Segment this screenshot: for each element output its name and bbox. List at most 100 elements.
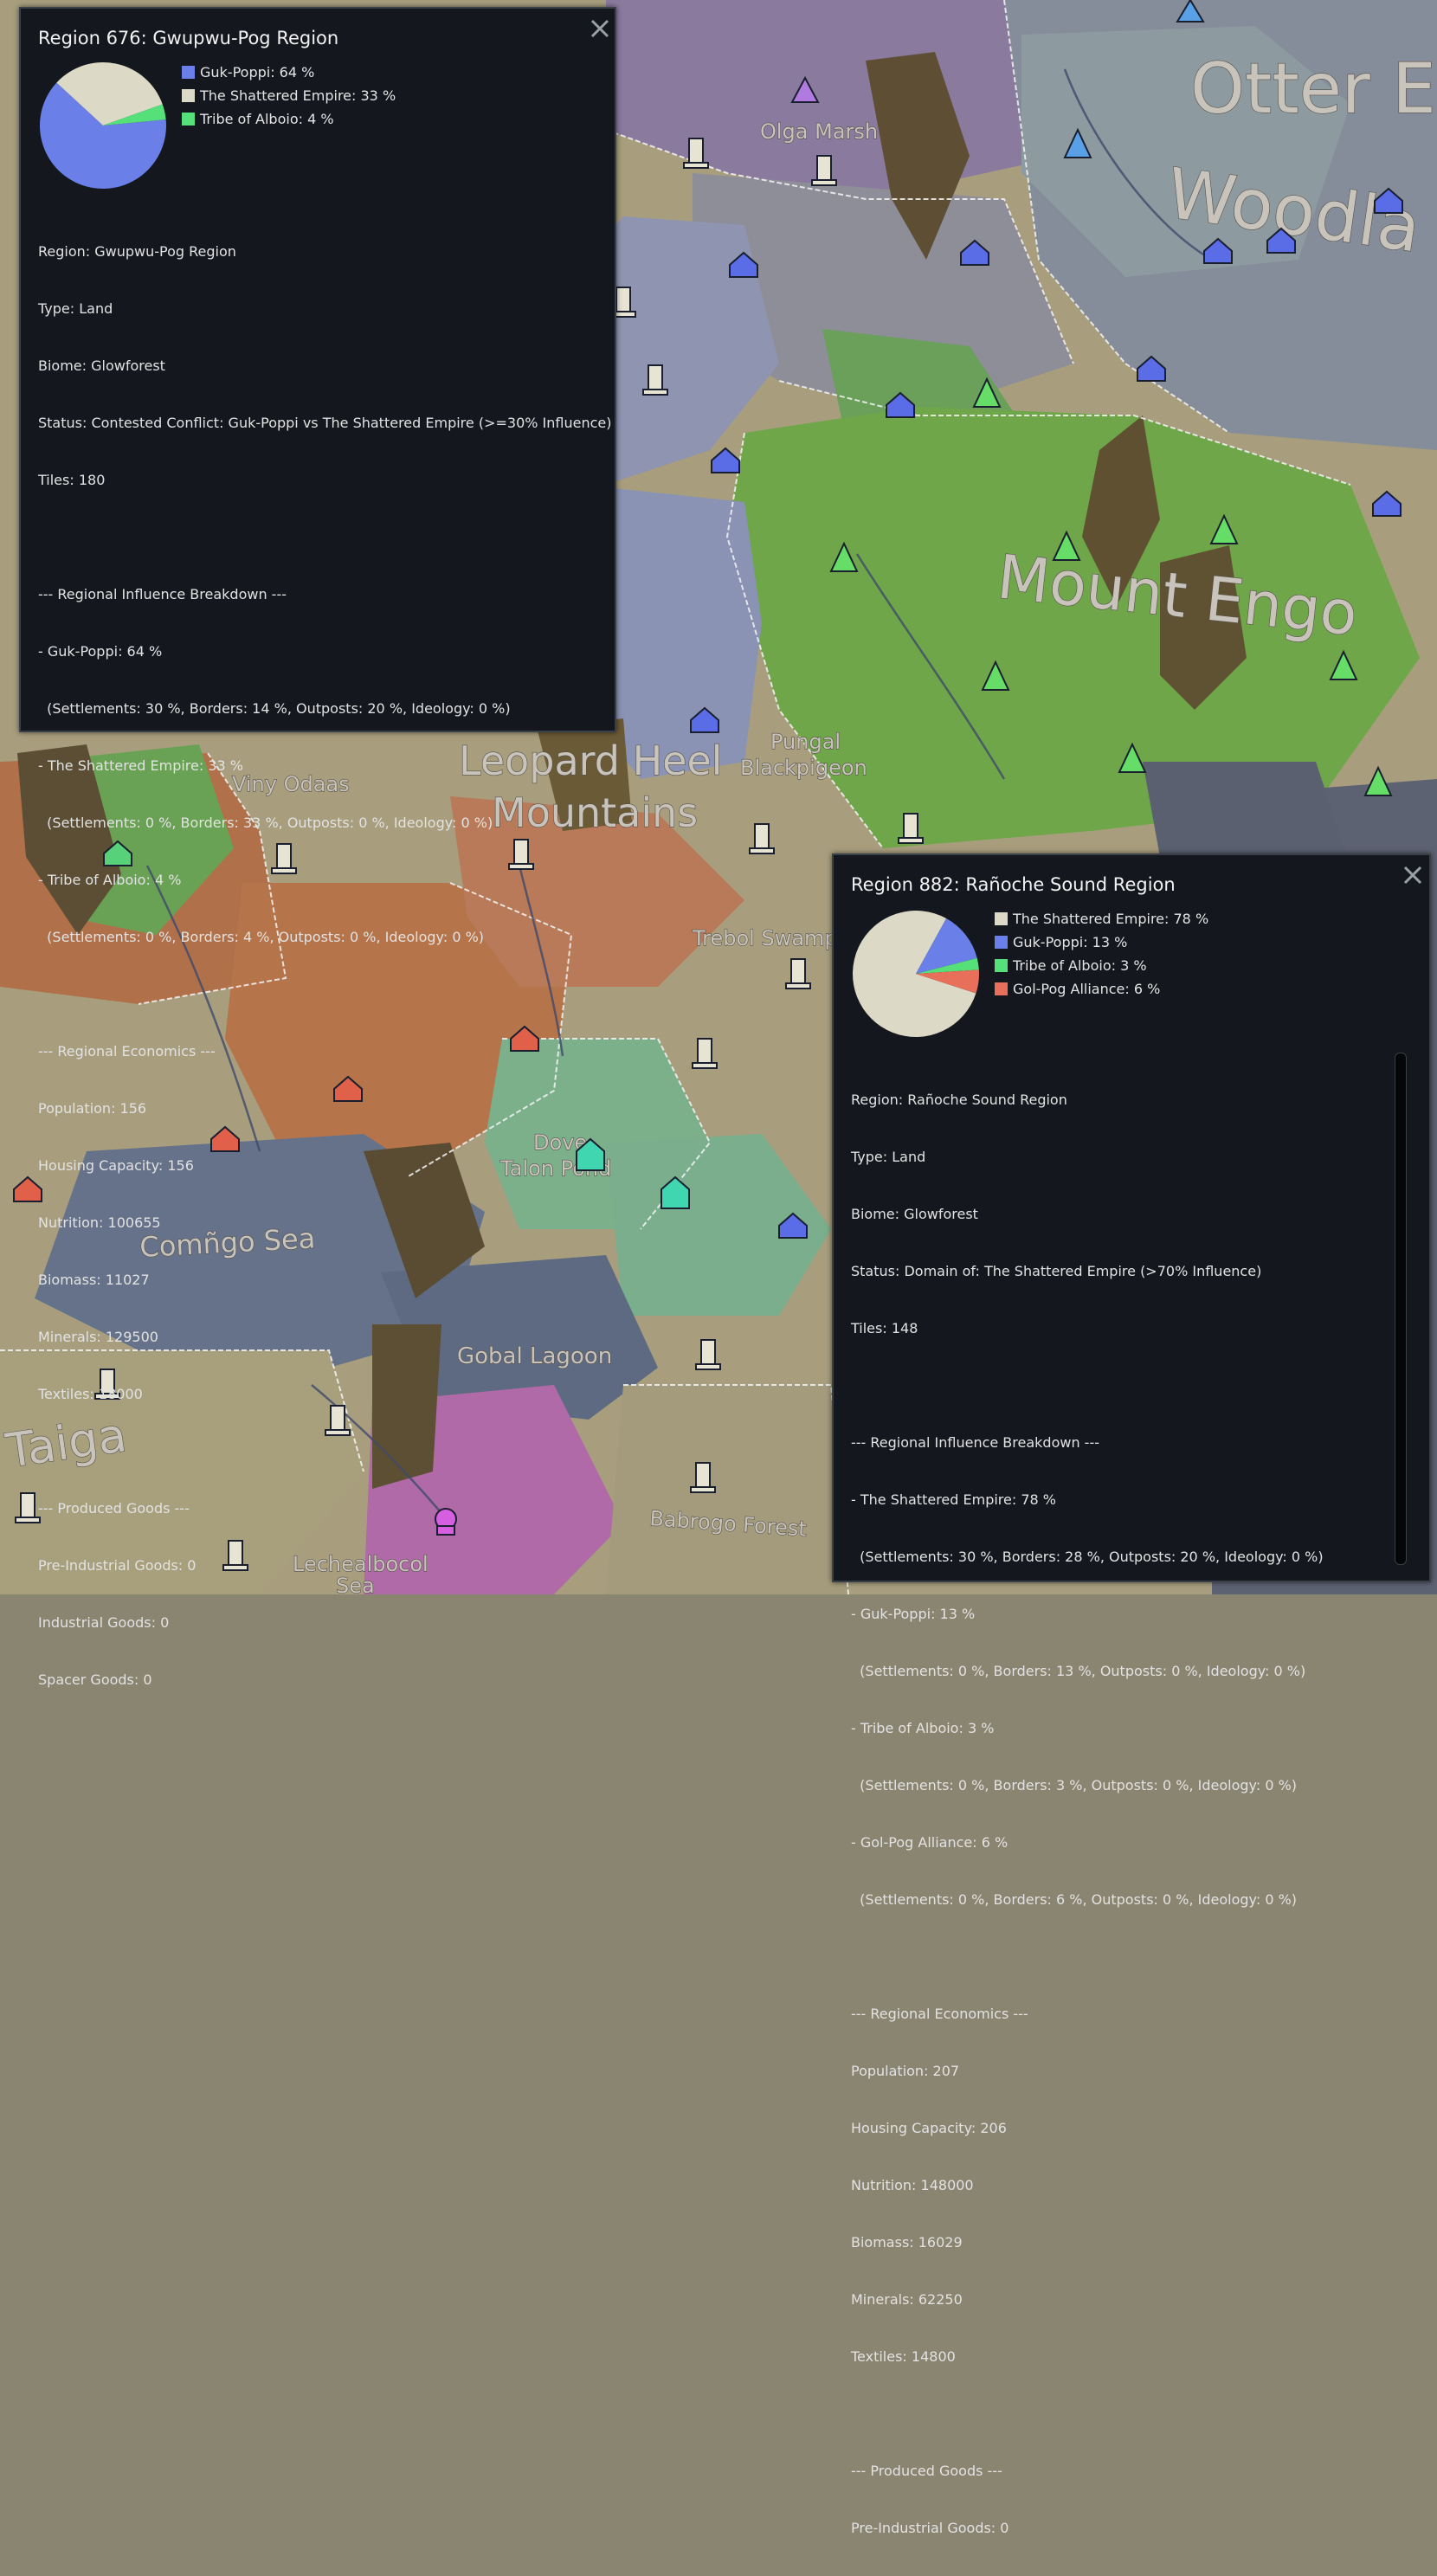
barn-icon[interactable] <box>778 1212 808 1239</box>
detail-line: --- Produced Goods --- <box>38 1500 190 1517</box>
pillar-icon[interactable] <box>692 1038 718 1069</box>
pillar-icon[interactable] <box>508 839 534 870</box>
close-icon[interactable] <box>1400 862 1426 888</box>
legend-swatch <box>182 66 195 79</box>
map-label: Pungal <box>770 730 841 754</box>
detail-line: --- Regional Economics --- <box>851 2006 1028 2022</box>
tent-icon[interactable] <box>1176 0 1205 23</box>
map-label: Blackpigeon <box>740 756 867 780</box>
region-details: Region: Rañoche Sound Region Type: Land … <box>851 1053 1324 2576</box>
tent-icon[interactable] <box>1118 742 1147 773</box>
map-label: Gobal Lagoon <box>457 1343 612 1369</box>
detail-line: --- Produced Goods --- <box>851 2463 1002 2479</box>
panel-title: Region 882: Rañoche Sound Region <box>851 874 1176 895</box>
map-labels: Olga Marsh Otter E Woodla Mount Engo Leo… <box>1 48 1436 1594</box>
barn-icon[interactable] <box>1266 227 1296 254</box>
legend-swatch <box>182 113 195 126</box>
legend-item: Gol-Pog Alliance: 6 % <box>995 977 1208 1001</box>
pillar-icon[interactable] <box>695 1339 721 1370</box>
barn-icon[interactable] <box>711 447 740 473</box>
legend-label: The Shattered Empire: 33 % <box>200 87 396 104</box>
pillar-icon[interactable] <box>94 1368 120 1400</box>
tent-icon[interactable] <box>1063 127 1092 158</box>
detail-line <box>38 528 611 547</box>
legend-item: The Shattered Empire: 33 % <box>182 84 396 107</box>
map-label: Viny Odaas <box>232 772 350 796</box>
detail-line: (Settlements: 0 %, Borders: 3 %, Outpost… <box>851 1777 1298 1794</box>
detail-line: Nutrition: 100655 <box>38 1214 161 1231</box>
pillar-icon[interactable] <box>785 958 811 989</box>
tent-icon[interactable] <box>1209 513 1239 544</box>
detail-line: Housing Capacity: 156 <box>38 1157 194 1174</box>
tent-icon[interactable] <box>829 541 859 572</box>
map-markers[interactable] <box>13 0 1403 1571</box>
pillar-icon[interactable] <box>683 138 709 169</box>
pillar-icon[interactable] <box>15 1492 41 1523</box>
tent-icon[interactable] <box>972 377 1002 408</box>
detail-line: - The Shattered Empire: 78 % <box>851 1491 1056 1508</box>
barn-icon[interactable] <box>886 391 915 418</box>
tent-icon[interactable] <box>1363 765 1393 796</box>
barn-icon[interactable] <box>13 1175 42 1202</box>
barn-icon[interactable] <box>690 706 719 733</box>
pillar-icon[interactable] <box>749 823 775 854</box>
pillar-icon[interactable] <box>690 1462 716 1493</box>
detail-line: Minerals: 129500 <box>38 1329 158 1345</box>
barn-icon[interactable] <box>1137 355 1166 382</box>
detail-line: Industrial Goods: 0 <box>38 1614 170 1631</box>
pillar-icon[interactable] <box>325 1405 351 1436</box>
pie-slice <box>56 61 163 126</box>
detail-line: Nutrition: 148000 <box>851 2177 974 2193</box>
pie-slice <box>40 82 166 189</box>
detail-line: Housing Capacity: 206 <box>851 2120 1007 2136</box>
detail-line: Region: Gwupwu-Pog Region <box>38 243 236 260</box>
detail-line: (Settlements: 0 %, Borders: 4 %, Outpost… <box>38 929 485 945</box>
scrollbar[interactable] <box>1395 1053 1407 1565</box>
legend-item: Guk-Poppi: 64 % <box>182 61 396 84</box>
pillar-icon[interactable] <box>222 1540 248 1571</box>
barn-icon[interactable] <box>1372 490 1402 517</box>
barn-icon[interactable] <box>960 239 989 266</box>
pie-legend: Guk-Poppi: 64 % The Shattered Empire: 33… <box>182 61 396 131</box>
pillar-icon[interactable] <box>898 813 924 844</box>
map-label: Mountains <box>492 789 698 836</box>
barn-icon[interactable] <box>210 1125 240 1152</box>
barn-icon[interactable] <box>729 251 758 278</box>
detail-line: - Gol-Pog Alliance: 6 % <box>851 1834 1008 1851</box>
pillar-icon[interactable] <box>271 843 297 874</box>
barn-icon[interactable] <box>1203 237 1233 264</box>
tent-icon[interactable] <box>1329 649 1358 680</box>
legend-item: Guk-Poppi: 13 % <box>995 931 1208 954</box>
detail-line: --- Regional Influence Breakdown --- <box>851 1434 1099 1451</box>
legend-swatch <box>995 982 1008 995</box>
detail-line: Type: Land <box>38 300 113 317</box>
detail-line: Status: Domain of: The Shattered Empire … <box>851 1263 1262 1279</box>
close-icon[interactable] <box>587 16 613 42</box>
legend-item: Tribe of Alboio: 4 % <box>182 107 396 131</box>
pie-slice <box>103 104 166 126</box>
detail-line: Biome: Glowforest <box>851 1206 978 1222</box>
detail-line: Pre-Industrial Goods: 0 <box>851 2520 1009 2536</box>
skull-icon[interactable] <box>435 1508 457 1536</box>
legend-label: Gol-Pog Alliance: 6 % <box>1013 981 1161 997</box>
map-label: Lechealbocol <box>293 1552 429 1576</box>
barn-icon[interactable] <box>333 1075 363 1102</box>
pillar-icon[interactable] <box>642 364 668 396</box>
barn-icon[interactable] <box>576 1137 605 1171</box>
detail-line <box>38 1442 611 1461</box>
detail-line: Tiles: 180 <box>38 472 106 488</box>
panel-title: Region 676: Gwupwu-Pog Region <box>38 28 339 48</box>
tent-icon[interactable] <box>1052 530 1081 561</box>
detail-line: - Guk-Poppi: 13 % <box>851 1606 976 1622</box>
detail-line: - Guk-Poppi: 64 % <box>38 643 163 660</box>
detail-line: Textiles: 14800 <box>851 2348 956 2365</box>
barn-icon[interactable] <box>1374 187 1403 214</box>
legend-item: Tribe of Alboio: 3 % <box>995 954 1208 977</box>
tent-icon[interactable] <box>790 75 820 103</box>
barn-icon[interactable] <box>103 840 132 866</box>
pillar-icon[interactable] <box>811 155 837 186</box>
barn-icon[interactable] <box>510 1025 539 1052</box>
tent-icon[interactable] <box>981 660 1010 691</box>
detail-line: Region: Rañoche Sound Region <box>851 1092 1067 1108</box>
barn-icon[interactable] <box>661 1175 690 1209</box>
